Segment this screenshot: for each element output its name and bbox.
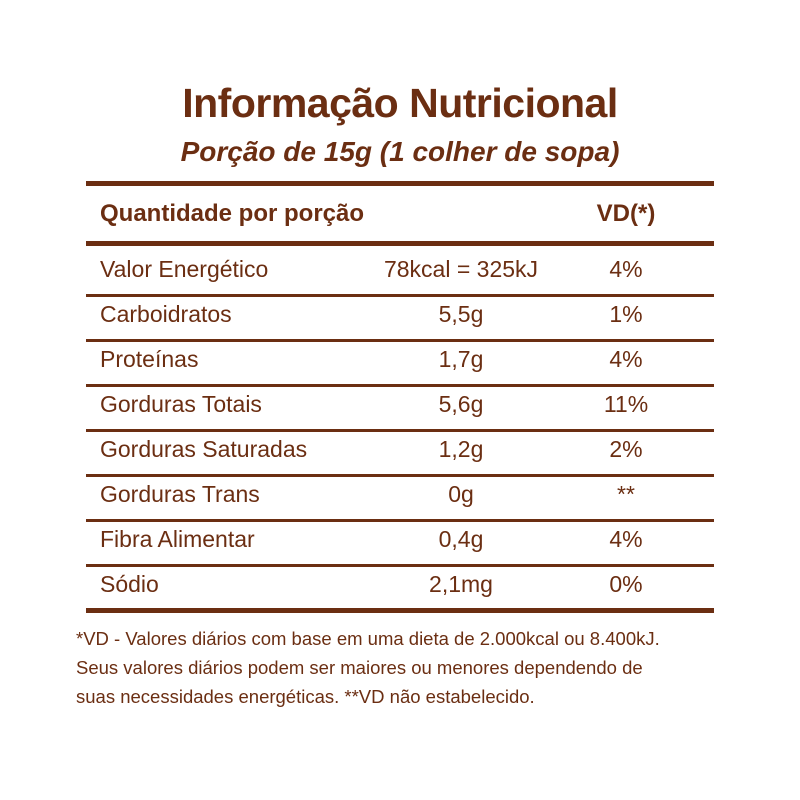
nutrient-name: Carboidratos <box>100 301 232 327</box>
row-divider <box>86 429 714 432</box>
row-divider <box>86 564 714 567</box>
nutrient-name: Gorduras Totais <box>100 391 262 417</box>
row-divider <box>86 519 714 522</box>
nutrient-name: Gorduras Trans <box>100 481 260 507</box>
nutrient-value: 0,4g <box>438 526 484 552</box>
divider <box>86 181 714 186</box>
nutrient-value: 1,2g <box>438 436 484 462</box>
table-row: Fibra Alimentar 0,4g 4% <box>86 526 714 556</box>
table-row: Gorduras Saturadas 1,2g 2% <box>86 436 714 466</box>
row-divider <box>86 339 714 342</box>
footnote-line: suas necessidades energéticas. **VD não … <box>76 686 535 707</box>
row-divider <box>86 474 714 477</box>
nutrient-vd: 4% <box>609 346 643 372</box>
divider <box>86 241 714 246</box>
vd-header: VD(*) <box>596 200 656 227</box>
nutrient-name: Sódio <box>100 571 159 597</box>
footnote-line: *VD - Valores diários com base em uma di… <box>76 628 660 649</box>
divider <box>86 608 714 613</box>
nutrient-value: 1,7g <box>438 346 484 372</box>
nutrient-value: 5,5g <box>438 301 484 327</box>
nutrient-vd: 4% <box>609 526 643 552</box>
nutrient-name: Proteínas <box>100 346 199 372</box>
table-row: Valor Energético 78kcal = 325kJ 4% <box>86 256 714 286</box>
nutrient-name: Fibra Alimentar <box>100 526 255 552</box>
table-row: Carboidratos 5,5g 1% <box>86 301 714 331</box>
table-row: Sódio 2,1mg 0% <box>86 571 714 601</box>
nutrient-value: 5,6g <box>438 391 484 417</box>
nutrient-vd: 0% <box>609 571 643 597</box>
nutrient-vd: 1% <box>609 301 643 327</box>
nutrient-value: 0g <box>448 481 474 507</box>
nutrient-name: Gorduras Saturadas <box>100 436 308 462</box>
nutrient-value: 78kcal = 325kJ <box>383 256 539 282</box>
serving-size: Porção de 15g (1 colher de sopa) <box>180 136 620 167</box>
footnote: *VD - Valores diários com base em uma di… <box>76 624 736 711</box>
table-row: Gorduras Totais 5,6g 11% <box>86 391 714 421</box>
page-title: Informação Nutricional <box>182 80 618 126</box>
nutrient-name: Valor Energético <box>100 256 269 282</box>
nutrient-vd: 2% <box>609 436 643 462</box>
table-row: Gorduras Trans 0g ** <box>86 481 714 511</box>
footnote-line: Seus valores diários podem ser maiores o… <box>76 657 643 678</box>
row-divider <box>86 294 714 297</box>
quantity-header: Quantidade por porção <box>100 200 365 227</box>
row-divider <box>86 384 714 387</box>
nutrient-vd: 4% <box>609 256 643 282</box>
nutrient-vd: 11% <box>603 391 649 417</box>
nutrient-vd: ** <box>617 481 635 507</box>
table-row: Proteínas 1,7g 4% <box>86 346 714 376</box>
nutrient-value: 2,1mg <box>429 571 493 597</box>
